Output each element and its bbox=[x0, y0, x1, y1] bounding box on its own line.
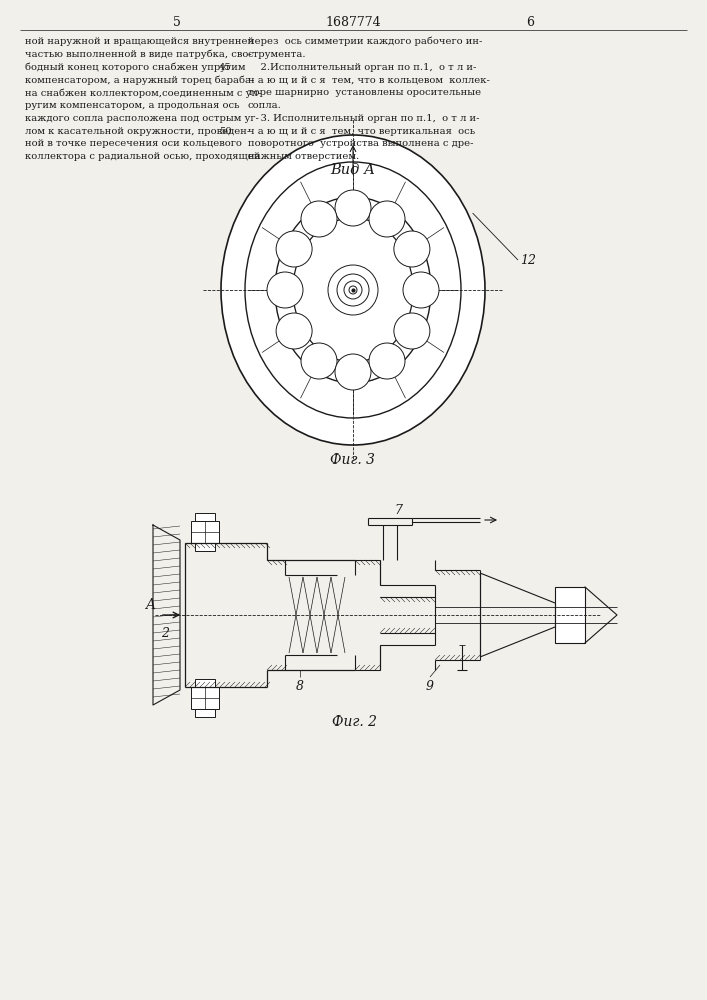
Text: коллектора с радиальной осью, проходящей: коллектора с радиальной осью, проходящей bbox=[25, 152, 260, 161]
Text: компенсатором, а наружный торец бараба-: компенсатором, а наружный торец бараба- bbox=[25, 75, 255, 85]
Bar bbox=[195, 709, 215, 717]
Text: бодный конец которого снабжен упругим: бодный конец которого снабжен упругим bbox=[25, 63, 245, 72]
Circle shape bbox=[276, 231, 312, 267]
Bar bbox=[191, 687, 219, 709]
Text: через  ось симметрии каждого рабочего ин-: через ось симметрии каждого рабочего ин- bbox=[248, 37, 482, 46]
Ellipse shape bbox=[245, 162, 461, 418]
Circle shape bbox=[369, 201, 405, 237]
Text: каждого сопла расположена под острым уг-: каждого сопла расположена под острым уг- bbox=[25, 114, 259, 123]
Ellipse shape bbox=[275, 197, 431, 383]
Text: 5: 5 bbox=[173, 15, 181, 28]
Bar bbox=[195, 513, 215, 521]
Circle shape bbox=[301, 201, 337, 237]
Circle shape bbox=[301, 343, 337, 379]
Ellipse shape bbox=[221, 135, 485, 445]
Text: ч а ю щ и й с я  тем, что вертикальная  ось: ч а ю щ и й с я тем, что вертикальная ос… bbox=[248, 127, 475, 136]
Text: Фиг. 3: Фиг. 3 bbox=[330, 453, 375, 467]
Text: 8: 8 bbox=[296, 680, 304, 693]
Ellipse shape bbox=[293, 218, 413, 362]
Text: 6: 6 bbox=[526, 15, 534, 28]
Circle shape bbox=[335, 190, 371, 226]
Circle shape bbox=[267, 272, 303, 308]
Circle shape bbox=[344, 281, 362, 299]
Text: A: A bbox=[145, 598, 155, 612]
Circle shape bbox=[394, 313, 430, 349]
Text: 2.Исполнительный орган по п.1,  о т л и-: 2.Исполнительный орган по п.1, о т л и- bbox=[248, 63, 477, 72]
Bar bbox=[195, 679, 215, 687]
Text: на снабжен коллектором,соединенным с уп-: на снабжен коллектором,соединенным с уп- bbox=[25, 88, 262, 98]
Text: ной в точке пересечения оси кольцевого: ной в точке пересечения оси кольцевого bbox=[25, 139, 242, 148]
Bar bbox=[195, 543, 215, 551]
Text: ной наружной и вращающейся внутренней: ной наружной и вращающейся внутренней bbox=[25, 37, 254, 46]
Circle shape bbox=[337, 274, 369, 306]
Circle shape bbox=[276, 313, 312, 349]
Text: 3. Исполнительный орган по п.1,  о т л и-: 3. Исполнительный орган по п.1, о т л и- bbox=[248, 114, 479, 123]
Circle shape bbox=[349, 286, 357, 294]
Text: Вид А: Вид А bbox=[330, 163, 375, 177]
Text: ругим компенсатором, а продольная ось: ругим компенсатором, а продольная ось bbox=[25, 101, 240, 110]
Bar bbox=[191, 521, 219, 543]
Text: частью выполненной в виде патрубка, сво-: частью выполненной в виде патрубка, сво- bbox=[25, 50, 252, 59]
Text: нажным отверстием.: нажным отверстием. bbox=[248, 152, 359, 161]
Text: 1687774: 1687774 bbox=[325, 15, 381, 28]
Circle shape bbox=[403, 272, 439, 308]
Text: Фиг. 2: Фиг. 2 bbox=[332, 715, 378, 729]
Circle shape bbox=[328, 265, 378, 315]
Text: струмента.: струмента. bbox=[248, 50, 307, 59]
Text: 50: 50 bbox=[219, 127, 232, 136]
Text: сопла.: сопла. bbox=[248, 101, 282, 110]
Text: 9: 9 bbox=[426, 680, 434, 693]
Text: 2: 2 bbox=[161, 627, 169, 640]
Text: поворотного  устройства выполнена с дре-: поворотного устройства выполнена с дре- bbox=[248, 139, 474, 148]
Text: 45: 45 bbox=[219, 63, 232, 72]
Circle shape bbox=[394, 231, 430, 267]
Text: 7: 7 bbox=[394, 504, 402, 516]
Bar bbox=[555, 587, 585, 643]
Text: ч а ю щ и й с я  тем, что в кольцевом  коллек-: ч а ю щ и й с я тем, что в кольцевом кол… bbox=[248, 75, 490, 84]
Circle shape bbox=[335, 354, 371, 390]
Text: торе шарнирно  установлены оросительные: торе шарнирно установлены оросительные bbox=[248, 88, 481, 97]
Text: лом к касательной окружности, проведен-: лом к касательной окружности, проведен- bbox=[25, 127, 250, 136]
Circle shape bbox=[369, 343, 405, 379]
Text: 12: 12 bbox=[520, 253, 536, 266]
